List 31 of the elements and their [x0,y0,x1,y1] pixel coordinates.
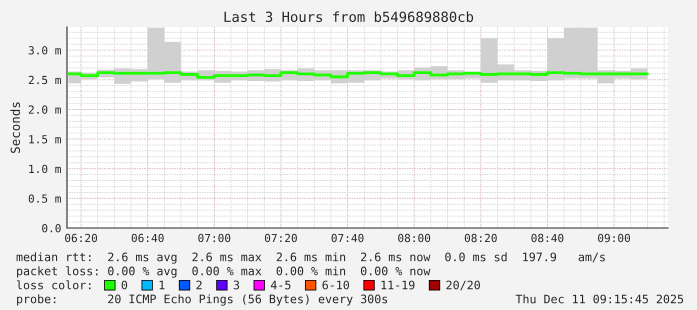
x-tick-label: 06:20 [65,234,98,242]
y-tick-label: 0.0 [42,224,61,232]
x-tick-label: 06:40 [132,234,164,242]
text: probe: 20 ICMP Echo Pings (56 Bytes) every 300s [17,294,388,306]
x-tick-label: 07:40 [332,234,364,242]
x-tick-label: 07:20 [264,234,297,242]
y-tick-label: 2.5 m [28,76,61,84]
y-tick-label: 3.0 m [28,46,61,55]
y-tick-label: 0.5 m [28,194,61,203]
legend-label: 3 [234,280,240,290]
legend-label: 4-5 [270,280,290,290]
x-tick-label: 08:00 [398,234,430,242]
x-tick-label: 08:40 [531,234,564,242]
text: packet loss: 0.00 % avg 0.00 % max 0.00 % min 0.00 % now [17,266,430,278]
legend-label: 0 [122,280,128,290]
chart-title: Last 3 Hours from b549689880cb [224,11,474,22]
legend-label: 1 [160,280,164,290]
y-axis-title: Seconds [10,102,20,153]
y-tick-label: 1.0 m [29,164,61,174]
x-tick-label: 07:00 [198,234,230,242]
legend-label: 2 [196,280,202,290]
legend-label: 6-10 [322,280,350,290]
legend-title: loss color: [16,280,90,290]
y-tick-label: 2.0 m [28,105,61,114]
text: median rtt: 2.6 ms avg 2.6 ms max 2.6 ms min 2.6 ms now 0.0 ms sd 197.9 am/s [16,252,605,264]
legend-label: 11-19 [382,280,414,290]
x-tick-label: 08:20 [464,234,497,242]
text: Thu Dec 11 09:15:45 2025 [516,294,684,304]
x-tick-label: 09:00 [598,234,630,242]
legend-label: 20/20 [446,280,480,290]
y-tick-label: 1.5 m [29,135,61,144]
